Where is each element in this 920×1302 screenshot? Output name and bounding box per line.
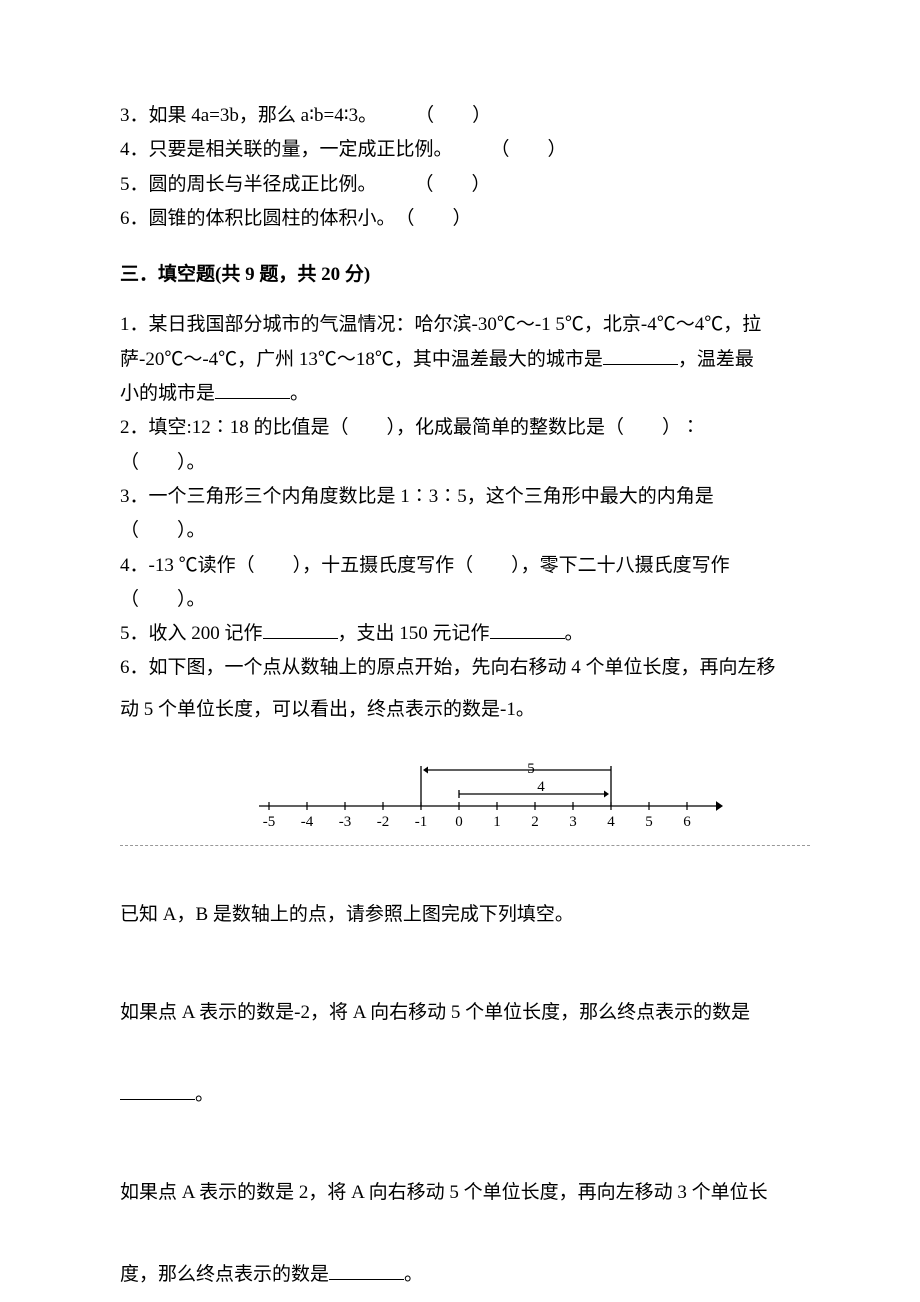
svg-text:-1: -1 [415,814,428,830]
blank [329,1261,404,1280]
svg-text:5: 5 [645,814,653,830]
s3-q2-line2: （ ）。 [120,447,810,479]
svg-text:-3: -3 [339,814,352,830]
s3-q5-c: 。 [565,623,584,644]
s3-q6-p2-l1: 如果点 A 表示的数是 2，将 A 向右移动 5 个单位长度，再向左移动 3 个… [120,1172,810,1214]
s3-q6-p1-end: 。 [120,1074,810,1116]
s3-q1-line2: 萨-20℃～-4℃，广州 13℃～18℃，其中温差最大的城市是 ，温差最 [120,344,810,376]
s3-q4-line2: （ ）。 [120,584,810,616]
blank [490,620,565,639]
dotted-separator [120,845,810,846]
number-line-svg: -5-4-3-2-1012345645 [255,758,735,833]
blank [603,346,678,365]
s3-q3-line1: 3．一个三角形三个内角度数比是 1∶3∶5，这个三角形中最大的内角是 [120,481,810,513]
s3-q6-p1-punct: 。 [195,1084,214,1105]
svg-text:2: 2 [531,814,539,830]
svg-text:4: 4 [537,779,545,795]
blank [263,620,338,639]
blank [215,380,290,399]
svg-text:-2: -2 [377,814,390,830]
svg-text:-5: -5 [263,814,276,830]
svg-text:3: 3 [569,814,577,830]
s3-q6-line1: 6．如下图，一个点从数轴上的原点开始，先向右移动 4 个单位长度，再向左移 [120,652,810,684]
s3-q6-line2: 动 5 个单位长度，可以看出，终点表示的数是-1。 [120,687,810,733]
svg-text:4: 4 [607,814,615,830]
s3-q2-line1: 2．填空:12∶18 的比值是（ ），化成最简单的整数比是（ ）∶ [120,412,810,444]
tf-question-3: 3．如果 4a=3b，那么 a∶b=4∶3。 （ ） [120,100,810,132]
s3-q3-line2: （ ）。 [120,515,810,547]
s3-q4-line1: 4．-13 ℃读作（ ），十五摄氏度写作（ ），零下二十八摄氏度写作 [120,550,810,582]
svg-text:1: 1 [493,814,501,830]
s3-q6-p2-l2a: 度，那么终点表示的数是 [120,1264,329,1285]
s3-q5: 5．收入 200 记作 ，支出 150 元记作 。 [120,618,810,650]
svg-text:-4: -4 [301,814,314,830]
s3-q1-l2b: ，温差最 [678,349,754,370]
s3-q5-a: 5．收入 200 记作 [120,623,263,644]
blank [120,1081,195,1100]
section-3-header: 三．填空题(共 9 题，共 20 分) [120,259,810,291]
s3-q6-known: 已知 A，B 是数轴上的点，请参照上图完成下列填空。 [120,894,810,936]
s3-q6-block: 6．如下图，一个点从数轴上的原点开始，先向右移动 4 个单位长度，再向左移 动 … [120,652,810,1295]
tf-question-5: 5．圆的周长与半径成正比例。 （ ） [120,169,810,201]
tf-question-6: 6．圆锥的体积比圆柱的体积小。 （ ） [120,203,810,235]
s3-q6-p2-l2: 度，那么终点表示的数是 。 [120,1254,810,1296]
s3-q1-l3b: 。 [290,383,309,404]
s3-q1-line1: 1．某日我国部分城市的气温情况：哈尔滨-30℃～-1 5℃，北京-4℃～4℃，拉 [120,309,810,341]
svg-text:5: 5 [527,761,535,777]
svg-text:6: 6 [683,814,691,830]
s3-q6-p1: 如果点 A 表示的数是-2，将 A 向右移动 5 个单位长度，那么终点表示的数是 [120,992,810,1034]
number-line-figure: -5-4-3-2-1012345645 [255,758,735,833]
s3-q5-b: ，支出 150 元记作 [338,623,490,644]
s3-q6-p2-l2b: 。 [404,1264,423,1285]
s3-q1-line3: 小的城市是 。 [120,378,810,410]
s3-q1-l3a: 小的城市是 [120,383,215,404]
tf-question-4: 4．只要是相关联的量，一定成正比例。 （ ） [120,134,810,166]
s3-q1-l2a: 萨-20℃～-4℃，广州 13℃～18℃，其中温差最大的城市是 [120,349,603,370]
svg-text:0: 0 [455,814,463,830]
